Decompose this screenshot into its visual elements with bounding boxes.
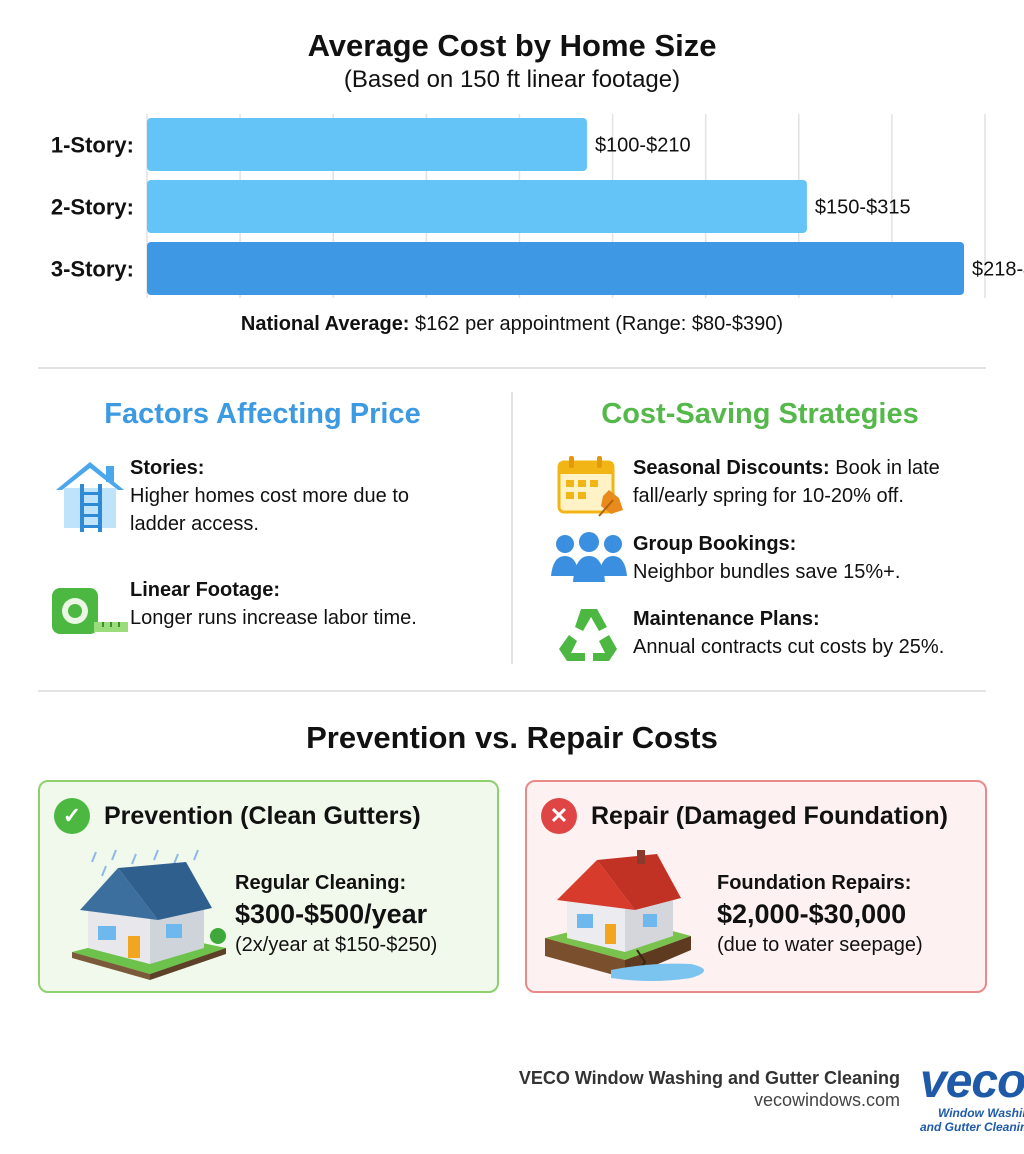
national-average-label: National Average: [240,313,410,335]
divider [38,367,986,369]
factor-item-stories: Stories: Higher homes cost more due to l… [50,454,470,538]
saving-text: Neighbor bundles save 15%+. [633,561,901,583]
bar [147,242,965,295]
factor-text: Longer runs increase labor time. [130,607,417,629]
data-label: $150-$315 [815,197,911,219]
repair-label: Foundation Repairs: [717,872,912,894]
divider [38,690,986,692]
bar [147,118,587,171]
chart-title: Average Cost by Home Size [307,28,717,63]
prevention-amount: $300-$500/year [235,899,428,929]
footer-company: VECO Window Washing and Gutter Cleaning [518,1068,900,1088]
saving-heading: Maintenance Plans: [633,608,820,630]
data-label: $218-$390 [972,259,1024,281]
saving-text: Annual contracts cut costs by 25%. [633,636,945,658]
factor-item-footage: Linear Footage: Longer runs increase lab… [50,576,470,646]
saving-text: Book in late fall/early spring for 10-20… [633,457,940,507]
house-ladder-icon [50,454,130,534]
close-icon: ✕ [541,798,577,834]
check-icon: ✓ [54,798,90,834]
veco-logo: veco Window Washing and Gutter Cleaning [920,1058,1024,1138]
repair-body: Foundation Repairs: $2,000-$30,000 (due … [717,868,923,960]
national-average-text: $162 per appointment (Range: $80-$390) [415,313,784,335]
recycle-icon [545,605,633,665]
comparison-title: Prevention vs. Repair Costs [306,720,718,755]
footer-url[interactable]: vecowindows.com [753,1090,900,1110]
repair-card-header: ✕ Repair (Damaged Foundation) [541,798,948,834]
chart-subtitle: (Based on 150 ft linear footage) [343,66,681,93]
prevention-heading: Prevention (Clean Gutters) [104,801,421,830]
bar [147,180,807,233]
repair-card: ✕ Repair (Damaged Foundation) Foundation… [525,780,987,993]
prevention-card: ✓ Prevention (Clean Gutters) Regular Cle… [38,780,499,993]
bar-chart: 1-Story: $100-$210 2-Story: $150-$315 3-Stor… [51,114,1024,298]
calendar-leaf-icon [545,454,633,518]
prevention-card-header: ✓ Prevention (Clean Gutters) [54,798,421,834]
repair-note: (due to water seepage) [717,934,923,956]
logo-line-2: and Gutter Cleaning [920,1120,1024,1134]
people-group-icon [545,530,633,586]
column-divider [511,392,513,664]
saving-item-group: Group Bookings: Neighbor bundles save 15… [545,530,995,586]
savings-title: Cost-Saving Strategies [601,398,919,430]
tape-measure-icon [50,576,130,646]
prevention-note: (2x/year at $150-$250) [235,934,438,956]
prevention-body: Regular Cleaning: $300-$500/year (2x/yea… [235,868,437,960]
saving-item-seasonal: Seasonal Discounts: Book in late fall/ea… [545,454,995,518]
logo-line-1: Window Washing [938,1106,1024,1120]
saving-heading: Seasonal Discounts: [633,457,830,479]
data-label: $100-$210 [595,135,691,157]
category-label: 1-Story: [51,133,134,158]
national-average: National Average: $162 per appointment (… [0,313,1024,336]
category-label: 2-Story: [51,195,134,220]
factor-text: Higher homes cost more due to ladder acc… [130,485,410,535]
factor-heading: Stories: [130,457,205,479]
saving-item-maintenance: Maintenance Plans: Annual contracts cut … [545,605,995,665]
clean-house-icon [72,849,226,980]
repair-heading: Repair (Damaged Foundation) [591,801,948,830]
damaged-house-icon [545,850,704,981]
logo-word: veco [920,1058,1024,1108]
saving-heading: Group Bookings: [633,533,797,555]
category-label: 3-Story: [51,257,134,282]
repair-amount: $2,000-$30,000 [717,899,907,929]
factors-title: Factors Affecting Price [104,398,421,430]
factor-heading: Linear Footage: [130,579,281,601]
prevention-label: Regular Cleaning: [235,872,407,894]
